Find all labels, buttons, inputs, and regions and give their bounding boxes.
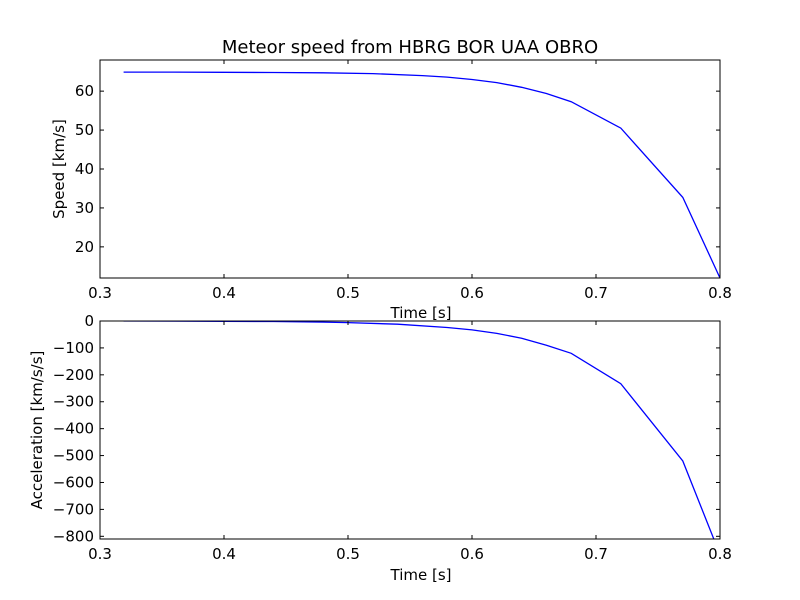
x-tick-label: 0.7 [584,545,608,563]
x-tick-label: 0.4 [212,545,236,563]
y-tick-label: 50 [75,121,94,139]
x-tick-label: 0.5 [336,545,360,563]
y-tick-label: 0 [84,312,94,330]
y-tick-label: 40 [75,160,94,178]
x-tick-label: 0.6 [460,284,484,302]
x-tick-label: 0.7 [584,284,608,302]
acceleration-panel: 0.3 0.4 0.5 0.6 0.7 0.8 0 −100 −200 −300 −400 −500 −… [28,312,732,584]
y-tick-label: −200 [53,366,94,384]
y-tick-label: 30 [75,199,94,217]
series-line-0-0 [123,71,720,278]
x-tick-label: 0.3 [88,284,112,302]
x-axis-label: Time [s] [390,304,452,322]
y-axis-label: Acceleration [km/s/s] [28,351,46,510]
y-tick-label: −700 [53,500,94,518]
y-tick-label: −400 [53,420,94,438]
x-tick-label: 0.3 [88,545,112,563]
x-axis-label: Time [s] [390,566,452,584]
y-tick-label: −800 [53,527,94,545]
x-tick-label: 0.8 [708,545,732,563]
x-tick-label: 0.6 [460,545,484,563]
y-tick-label: 60 [75,82,94,100]
x-tick-label: 0.5 [336,284,360,302]
x-tick-label: 0.8 [708,284,732,302]
y-tick-label: −300 [53,393,94,411]
y-axis-label: Speed [km/s] [50,119,68,219]
y-tick-label: 20 [75,238,94,256]
y-tick-label: −100 [53,339,94,357]
x-tick-label: 0.4 [212,284,236,302]
plot-frame-1 [99,320,721,540]
speed-panel: 0.3 0.4 0.5 0.6 0.7 0.8 20 30 40 50 60 Time [s] Spee… [50,59,732,322]
y-tick-label: −600 [53,473,94,491]
chart-title: Meteor speed from HBRG BOR UAA OBRO [222,37,598,58]
y-tick-label: −500 [53,447,94,465]
